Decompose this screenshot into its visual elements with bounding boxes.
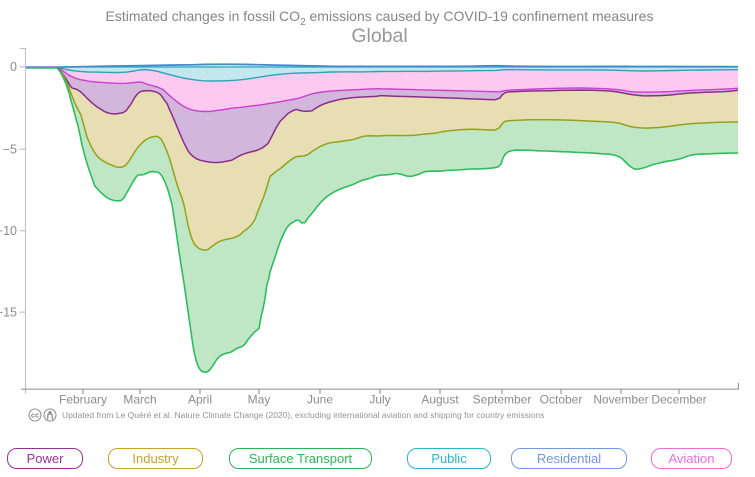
svg-text:February: February <box>59 393 107 407</box>
svg-text:July: July <box>369 393 390 407</box>
svg-text:cc: cc <box>31 411 39 420</box>
svg-text:October: October <box>540 393 583 407</box>
svg-text:March: March <box>123 393 156 407</box>
svg-text:May: May <box>248 393 271 407</box>
svg-text:August: August <box>421 393 459 407</box>
svg-text:−15: −15 <box>0 305 17 319</box>
svg-text:December: December <box>651 393 706 407</box>
svg-text:0: 0 <box>10 60 17 74</box>
svg-text:−5: −5 <box>3 143 17 157</box>
svg-text:September: September <box>473 393 532 407</box>
svg-text:April: April <box>188 393 212 407</box>
svg-text:−10: −10 <box>0 224 17 238</box>
svg-text:November: November <box>593 393 648 407</box>
svg-text:June: June <box>307 393 333 407</box>
